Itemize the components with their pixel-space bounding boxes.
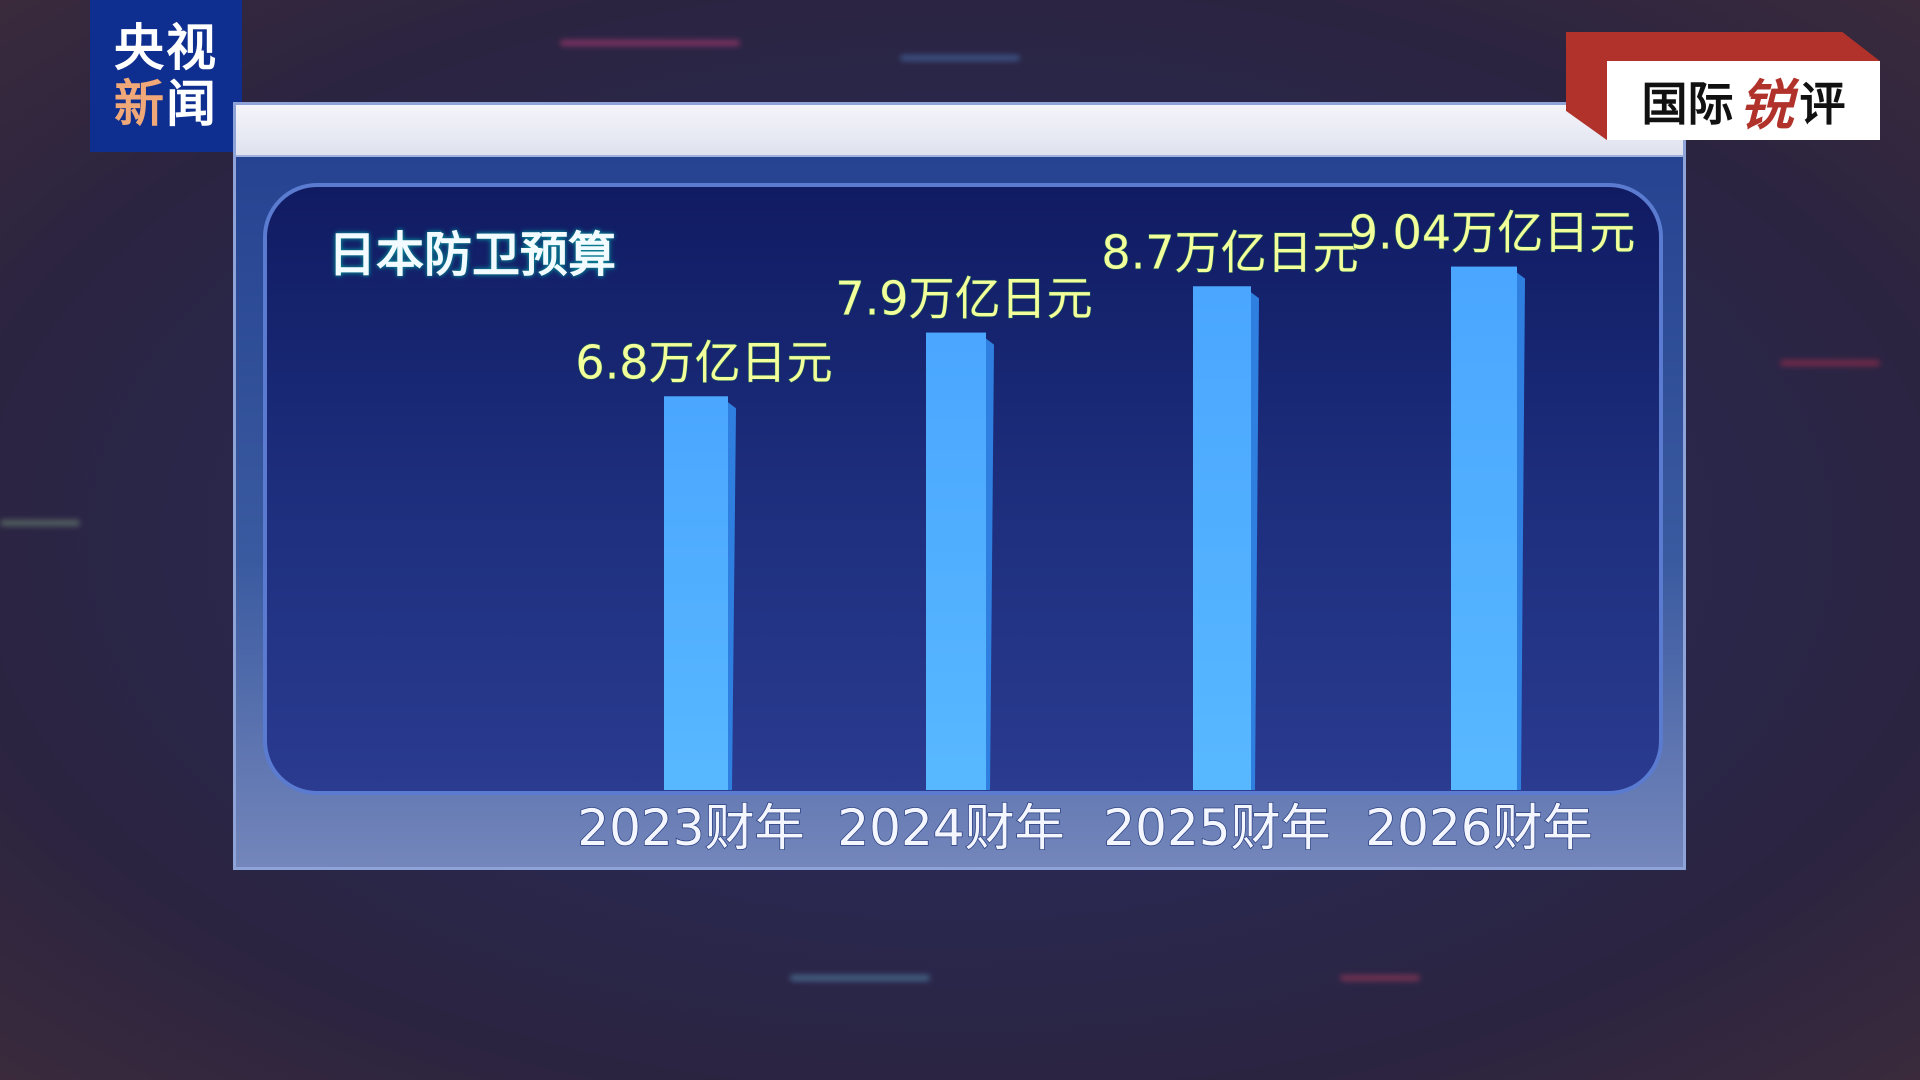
bar-side <box>986 338 994 790</box>
value-label: 9.04万亿日元 <box>1349 206 1635 260</box>
panel-top-bar <box>236 105 1683 157</box>
cctv-news-logo: 央视 新闻 <box>90 0 242 152</box>
chart-title: 日本防卫预算 <box>328 227 617 283</box>
value-label: 7.9万亿日元 <box>835 272 1092 326</box>
logo-line1: 央视 <box>114 19 218 77</box>
value-label: 8.7万亿日元 <box>1101 225 1358 279</box>
value-label: 6.8万亿日元 <box>575 335 832 389</box>
bar-side <box>1517 272 1525 791</box>
x-tick-label: 2026财年 <box>1365 799 1592 857</box>
bar-2023财年 <box>664 396 728 790</box>
x-tick-label: 2023财年 <box>577 799 804 857</box>
bar-side <box>1251 292 1259 790</box>
bar-2025财年 <box>1193 286 1251 790</box>
logo-line2: 新闻 <box>114 75 218 133</box>
badge-label: 国际锐评 <box>1607 61 1880 140</box>
bar-2026财年 <box>1451 266 1517 791</box>
program-badge: 国际锐评 <box>1566 32 1880 140</box>
bar-side <box>728 402 736 790</box>
bar-2024财年 <box>926 332 986 790</box>
x-tick-label: 2024财年 <box>837 799 1064 857</box>
x-tick-label: 2025财年 <box>1103 799 1330 857</box>
